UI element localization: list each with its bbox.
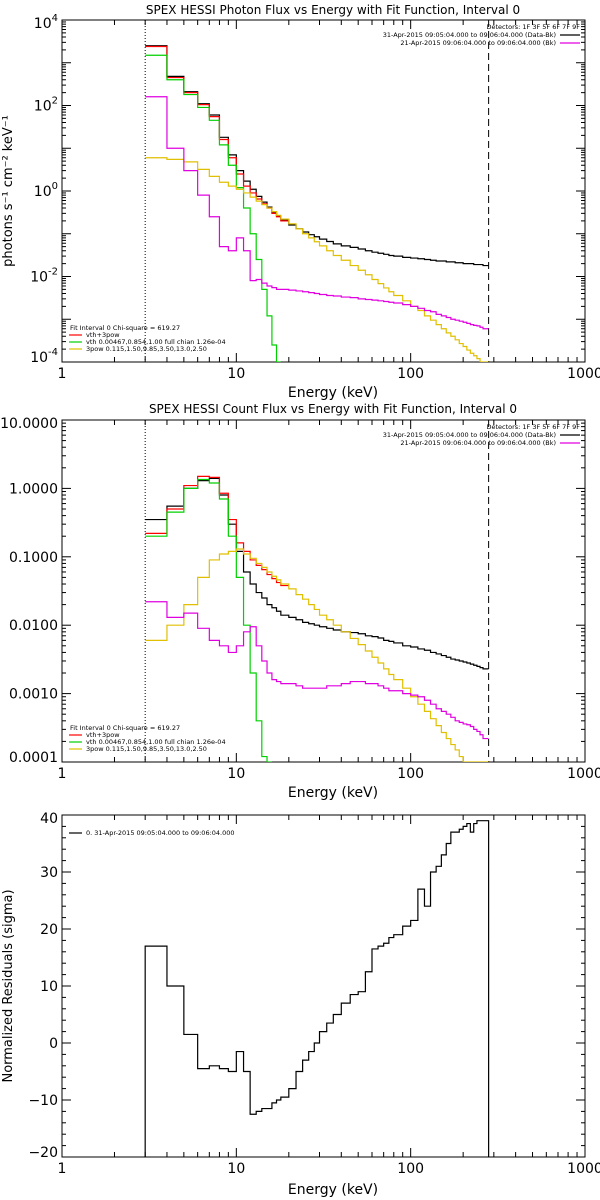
x-tick-label: 1 [58,366,67,382]
y-tick-label: 0 [49,1036,58,1052]
legend-right-entry: Detectors: 1F 3F 5F 6F 7F 9F [486,23,580,31]
legend-left-entry: vth 0.00467,0.854,1.00 full chian 1.26e-… [86,738,226,746]
y-tick-label: 102 [34,96,58,115]
chart-title: SPEX HESSI Count Flux vs Energy with Fit… [149,402,517,416]
x-tick-label: 1 [58,1161,67,1177]
y-tick-label: 20 [40,922,58,938]
series-total-line [145,45,489,267]
x-axis-label: Energy (keV) [288,1182,378,1198]
x-tick-label: 1 [58,766,67,782]
legend-left-entry: 3pow 0.115,1.50,9.85,3.50,13.0,2.50 [86,345,207,353]
plot-area: 1 10 100 1000 0.0001 0.0010 0.0100 0.1000 1.0000… [0,416,600,782]
legend-right: Detectors: 1F 3F 5F 6F 7F 9F31-Apr-2015 … [383,23,581,47]
x-tick-label: 100 [397,366,424,382]
legend-left: 0. 31-Apr-2015 09:05:04.000 to 09:06:04.… [69,829,235,837]
legend-left: Fit Interval 0 Chi-square = 619.27vth+3p… [69,324,226,353]
y-tick-label: 0.0100 [9,618,58,634]
y-axis-ticks: −20 −10 0 10 20 30 40 [28,811,585,1161]
legend-left: Fit Interval 0 Chi-square = 619.27vth+3p… [69,724,226,753]
legend-left-entry: 0. 31-Apr-2015 09:05:04.000 to 09:06:04.… [86,829,235,837]
y-tick-label: 10 [40,979,58,995]
legend-right-entry: 31-Apr-2015 09:05:04.000 to 09:06:04.000… [383,31,556,39]
legend-right-entry: Detectors: 1F 3F 5F 6F 7F 9F [486,423,580,431]
y-tick-label: 0.0010 [9,687,58,703]
series-group [144,820,490,1157]
legend-right-entry: 31-Apr-2015 09:05:04.000 to 09:06:04.000… [383,431,556,439]
y-tick-exponent: 2 [52,96,58,107]
y-tick-exponent: 0 [52,181,58,192]
y-tick-label: 0.0001 [9,750,58,766]
panel-residuals: 1 10 100 1000 −20 −10 0 10 20 30 40 0. 31-Apr-2015 … [1,811,600,1198]
series-bk-line [145,96,489,330]
x-axis-label: Energy (keV) [288,785,378,801]
y-axis-ticks: 0.0001 0.0010 0.0100 0.1000 1.0000 10.0000 [0,416,585,766]
series-vth-line [145,478,272,762]
legend-left-entry: Fit Interval 0 Chi-square = 619.27 [70,724,180,732]
legend-left-entry: vth+3pow [86,331,120,339]
x-axis-ticks: 1 10 100 1000 [58,815,600,1177]
y-tick-exponent: 4 [52,13,58,24]
panel-photon-flux: SPEX HESSI Photon Flux vs Energy with Fi… [1,3,600,401]
legend-right-entry: 21-Apr-2015 09:06:04.000 to 09:06:04.000… [400,39,556,47]
series-total-line [145,477,489,670]
x-tick-label: 10 [227,366,245,382]
y-axis-label: Normalized Residuals (sigma) [1,889,16,1082]
series-group [145,45,489,362]
y-tick-label: −20 [28,1145,58,1161]
plot-frame [61,419,586,763]
y-tick-label: −10 [28,1093,58,1109]
y-tick-label: 10.0000 [0,416,58,432]
x-tick-label: 10 [227,1161,245,1177]
plot-frame [61,814,586,1158]
y-tick-label: 10-4 [30,347,58,366]
y-tick-label: 40 [40,811,58,827]
legend-left-entry: 3pow 0.115,1.50,9.85,3.50,13.0,2.50 [86,745,207,753]
x-tick-label: 1000 [567,1161,600,1177]
series-group [145,475,489,762]
x-axis-ticks: 1 10 100 1000 [58,420,600,782]
x-axis-label: Energy (keV) [288,385,378,401]
series-bk-line [145,601,489,740]
legend-right: Detectors: 1F 3F 5F 6F 7F 9F31-Apr-2015 … [383,423,581,447]
x-tick-label: 10 [227,766,245,782]
y-tick-label: 100 [34,181,58,200]
y-tick-base: 10 [34,16,52,32]
plot-area: 1 10 100 1000 −20 −10 0 10 20 30 40 0. 31-Apr-2015 … [28,811,600,1177]
legend-left-entry: Fit Interval 0 Chi-square = 619.27 [70,324,180,332]
y-axis-label: photons s⁻¹ cm⁻² keV⁻¹ [1,115,16,267]
y-tick-base: 10 [34,99,52,115]
series-pow-line [145,157,489,362]
y-tick-exponent: -4 [48,347,58,358]
y-tick-base: 10 [30,350,48,366]
legend-right-entry: 21-Apr-2015 09:06:04.000 to 09:06:04.000… [400,439,556,447]
x-tick-label: 100 [397,1161,424,1177]
plot-frame [61,19,586,363]
y-tick-base: 10 [34,184,52,200]
y-tick-label: 0.1000 [9,550,58,566]
y-tick-label: 104 [34,13,58,32]
x-tick-label: 1000 [567,766,600,782]
y-tick-base: 10 [30,270,48,286]
series-residuals-line [144,820,490,1157]
series-pow-line [145,548,489,762]
y-tick-label: 10-2 [30,267,58,286]
legend-left-entry: vth 0.00467,0.854,1.00 full chian 1.26e-… [86,338,226,346]
panel-count-flux: SPEX HESSI Count Flux vs Energy with Fit… [0,402,600,801]
x-tick-label: 1000 [567,366,600,382]
legend-left-entry: vth+3pow [86,731,120,739]
x-tick-label: 100 [397,766,424,782]
y-tick-label: 30 [40,865,58,881]
series-vth-line [145,54,281,362]
x-axis-ticks: 1 10 100 1000 [58,20,600,382]
y-tick-exponent: -2 [48,267,58,278]
chart-title: SPEX HESSI Photon Flux vs Energy with Fi… [146,3,520,17]
y-tick-label: 1.0000 [9,481,58,497]
